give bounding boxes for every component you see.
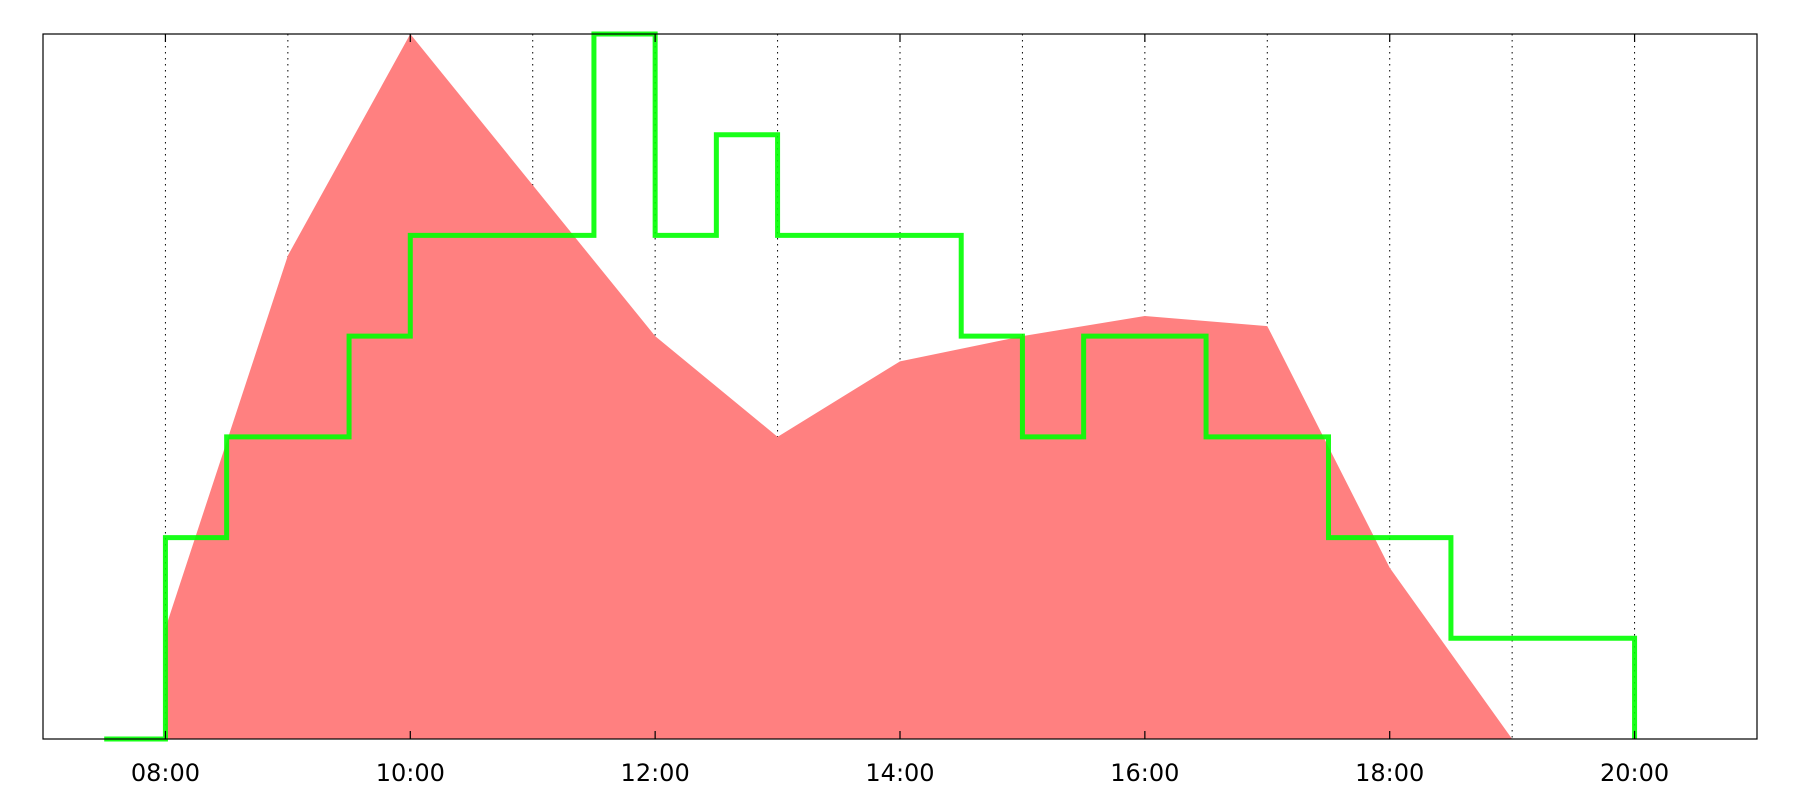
x-tick-label: 10:00 xyxy=(376,759,445,787)
x-tick-label: 08:00 xyxy=(131,759,200,787)
x-tick-label: 18:00 xyxy=(1355,759,1424,787)
step-series xyxy=(104,31,1638,742)
x-axis-labels: 08:00 10:00 12:00 14:00 16:00 18:00 20:00 xyxy=(131,759,1669,787)
step-line xyxy=(104,31,1638,742)
area-fill xyxy=(165,34,1513,739)
x-tick-label: 16:00 xyxy=(1110,759,1179,787)
area-series xyxy=(165,34,1513,739)
x-axis-ticks xyxy=(164,34,1636,739)
x-tick-label: 20:00 xyxy=(1600,759,1669,787)
x-tick-label: 12:00 xyxy=(621,759,690,787)
x-tick-label: 14:00 xyxy=(865,759,934,787)
